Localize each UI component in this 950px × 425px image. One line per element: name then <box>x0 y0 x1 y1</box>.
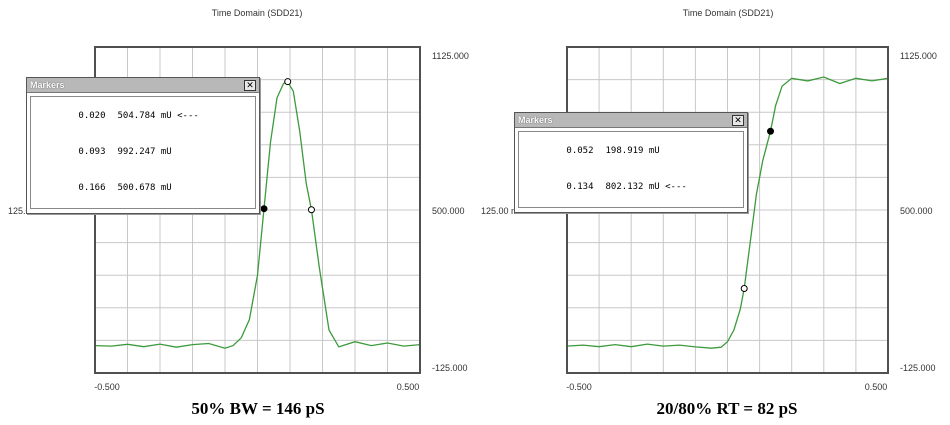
y-tick-label: 500.000 <box>900 206 933 216</box>
markers-titlebar[interactable]: Markers ✕ <box>515 113 747 128</box>
close-icon[interactable]: ✕ <box>244 79 256 91</box>
markers-title: Markers <box>518 115 553 125</box>
marker-point <box>284 78 292 86</box>
marker-position: 0.134 <box>566 182 594 192</box>
markers-list: 0.052 198.919 mU 0.134 802.132 mU <--- <box>518 131 744 208</box>
marker-value: 802.132 mU <--- <box>605 182 687 192</box>
x-tick-label: 0.500 <box>397 382 420 392</box>
markers-titlebar[interactable]: Markers ✕ <box>27 78 259 93</box>
marker-row[interactable]: 0.052 198.919 mU <box>519 133 743 169</box>
series-line-sdd21 <box>94 80 421 349</box>
x-tick-label: 0.500 <box>865 382 888 392</box>
markers-list: 0.020 504.784 mU <--- 0.093 992.247 mU 0.1… <box>30 96 256 209</box>
y-tick-label: -125.000 <box>900 363 936 373</box>
series-line-sdd21 <box>566 76 889 349</box>
chart-caption: 20/80% RT = 82 pS <box>656 399 797 418</box>
chart-caption: 50% BW = 146 pS <box>191 399 324 418</box>
y-tick-label: 500.000 <box>432 206 465 216</box>
marker-value: 198.919 mU <box>605 146 660 156</box>
y-scale-label: 125.00 mU / <box>481 206 531 216</box>
x-tick-label: -0.500 <box>94 382 120 392</box>
marker-position: 0.093 <box>78 147 106 157</box>
markers-window-left[interactable]: Markers ✕ 0.020 504.784 mU <--- 0.093 992.… <box>26 77 260 214</box>
close-icon[interactable]: ✕ <box>732 114 744 126</box>
marker-value: 992.247 mU <box>117 147 172 157</box>
marker-row[interactable]: 0.134 802.132 mU <--- <box>519 169 743 205</box>
y-tick-label: -125.000 <box>432 363 468 373</box>
marker-point <box>740 285 748 293</box>
marker-value: 504.784 mU <--- <box>117 111 199 121</box>
marker-point <box>307 206 315 214</box>
marker-row[interactable]: 0.093 992.247 mU <box>31 134 255 170</box>
markers-title: Markers <box>30 80 65 90</box>
chart-title: Time Domain (SDD21) <box>683 8 774 18</box>
marker-position: 0.052 <box>566 146 594 156</box>
x-tick-label: -0.500 <box>566 382 592 392</box>
marker-row[interactable]: 0.166 500.678 mU <box>31 170 255 206</box>
marker-point <box>260 205 268 213</box>
y-tick-label: 1125.000 <box>900 51 937 61</box>
marker-position: 0.020 <box>78 111 106 121</box>
marker-point <box>767 127 775 135</box>
markers-window-right[interactable]: Markers ✕ 0.052 198.919 mU 0.134 802.132 m… <box>514 112 748 213</box>
y-tick-label: 1125.000 <box>432 51 469 61</box>
marker-row[interactable]: 0.020 504.784 mU <--- <box>31 98 255 134</box>
marker-value: 500.678 mU <box>117 183 172 193</box>
marker-position: 0.166 <box>78 183 106 193</box>
chart-title: Time Domain (SDD21) <box>212 8 303 18</box>
